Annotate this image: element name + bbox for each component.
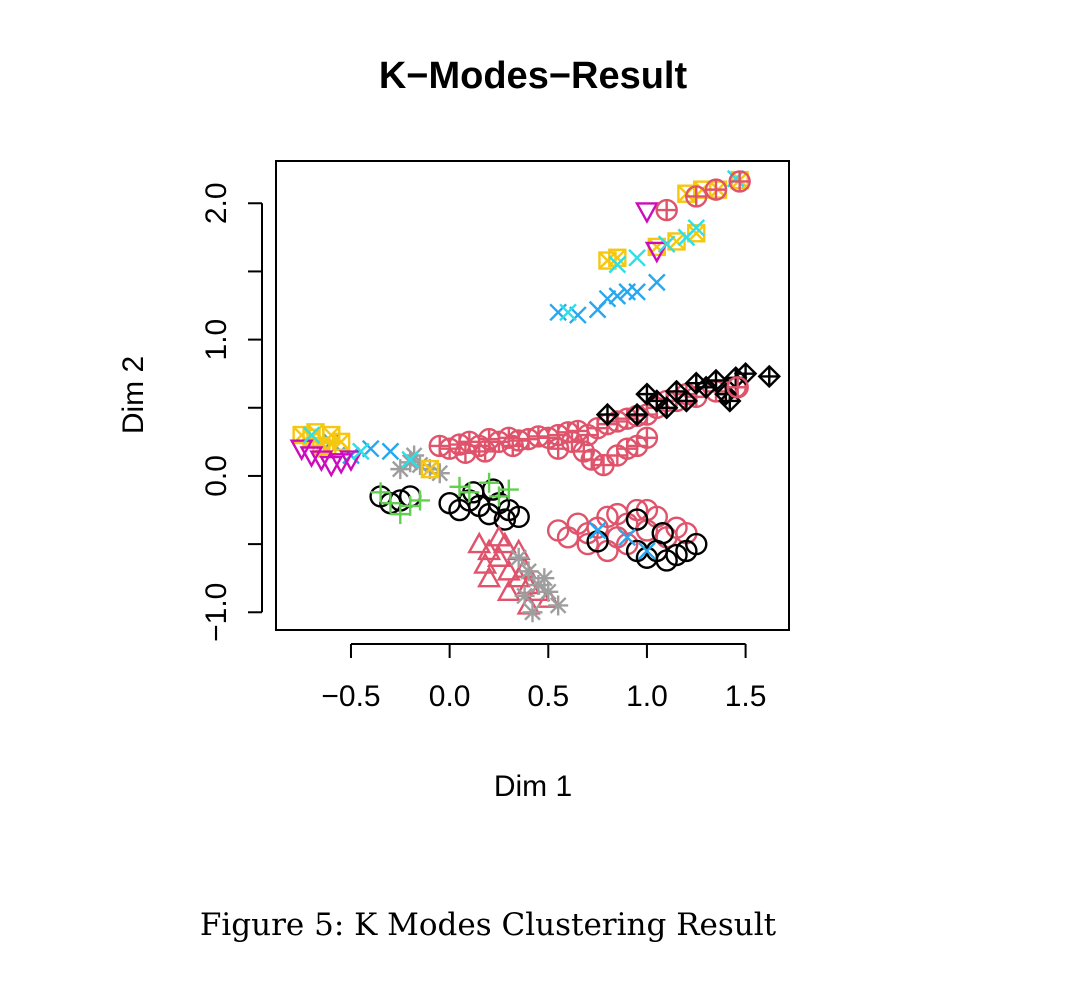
data-point xyxy=(289,439,314,462)
data-point xyxy=(467,531,492,554)
data-point xyxy=(518,561,539,582)
data-point xyxy=(588,521,607,540)
data-point xyxy=(687,224,706,243)
y-tick-label: −1.0 xyxy=(200,583,233,642)
data-point xyxy=(309,450,334,473)
data-point xyxy=(514,585,535,606)
data-point xyxy=(449,476,470,497)
data-point xyxy=(380,493,401,514)
x-tick-label: 1.0 xyxy=(626,680,668,713)
y-axis: −1.0 0.0 1.0 2.0 xyxy=(200,182,263,642)
data-point xyxy=(454,441,477,464)
data-point xyxy=(657,235,676,254)
data-point xyxy=(628,248,646,267)
x-tick-label: 0.0 xyxy=(429,680,471,713)
data-point xyxy=(493,508,517,531)
data-point xyxy=(634,202,659,224)
data-point xyxy=(728,170,751,193)
data-point xyxy=(420,459,440,479)
data-point xyxy=(655,198,678,222)
data-point xyxy=(534,568,555,589)
data-point xyxy=(522,602,543,623)
data-point xyxy=(635,426,659,449)
data-point xyxy=(580,448,603,471)
data-point xyxy=(654,396,679,420)
data-point xyxy=(459,482,480,503)
figure-caption: Figure 5: K Modes Clustering Result xyxy=(200,907,777,943)
data-point xyxy=(569,306,587,324)
plot-frame xyxy=(275,160,790,631)
data-point xyxy=(704,368,728,393)
data-point xyxy=(651,522,674,545)
data-point xyxy=(638,542,656,560)
y-tick-label: 0.0 xyxy=(200,455,233,497)
y-tick-label: 2.0 xyxy=(200,182,233,224)
data-point xyxy=(508,547,529,568)
x-axis: −0.5 0.0 0.5 1.0 1.5 xyxy=(321,643,767,713)
data-point xyxy=(338,450,364,473)
data-point xyxy=(704,178,728,201)
y-axis-label: Dim 2 xyxy=(117,356,150,434)
data-point xyxy=(628,283,646,301)
data-point xyxy=(329,453,354,475)
data-point xyxy=(486,545,511,567)
data-point xyxy=(498,479,519,500)
data-point xyxy=(477,538,502,561)
data-point xyxy=(401,450,420,469)
data-point xyxy=(351,442,370,461)
data-point xyxy=(685,532,708,556)
data-point xyxy=(665,543,688,567)
data-point xyxy=(390,504,411,525)
x-axis-label: Dim 1 xyxy=(494,770,572,803)
data-point xyxy=(507,505,530,529)
data-point xyxy=(685,185,708,208)
data-point xyxy=(559,303,577,322)
x-tick-label: 1.5 xyxy=(725,680,767,713)
data-point xyxy=(644,241,669,264)
plot-points xyxy=(289,169,781,623)
data-point xyxy=(501,434,524,458)
data-point xyxy=(381,442,400,461)
data-point xyxy=(496,579,521,602)
data-point xyxy=(625,402,649,427)
data-point xyxy=(473,440,497,463)
data-point xyxy=(302,426,321,444)
y-tick-label: 1.0 xyxy=(200,319,233,361)
data-point xyxy=(757,364,781,389)
data-point xyxy=(598,289,617,308)
data-point xyxy=(548,595,569,616)
data-point xyxy=(596,505,619,529)
data-point xyxy=(492,531,517,554)
data-point xyxy=(400,495,421,516)
data-point xyxy=(473,552,498,574)
data-point xyxy=(479,472,500,493)
data-point xyxy=(592,453,615,477)
data-point xyxy=(576,532,599,556)
data-point xyxy=(410,490,431,511)
data-point xyxy=(477,565,502,588)
data-point xyxy=(726,376,749,399)
x-tick-label: 0.5 xyxy=(527,680,569,713)
data-point xyxy=(647,273,666,292)
data-point xyxy=(560,430,584,454)
data-point xyxy=(595,402,620,427)
data-point xyxy=(618,528,637,547)
data-point xyxy=(538,581,559,602)
data-point xyxy=(608,255,627,274)
data-point xyxy=(687,218,706,237)
data-point xyxy=(370,482,391,503)
x-tick-label: −0.5 xyxy=(321,680,380,713)
data-point xyxy=(608,287,627,305)
data-point xyxy=(319,455,344,478)
data-point xyxy=(625,508,649,531)
chart-title: K−Modes−Result xyxy=(379,55,688,97)
data-point xyxy=(361,439,380,458)
data-point xyxy=(674,389,699,413)
data-point xyxy=(299,446,324,468)
